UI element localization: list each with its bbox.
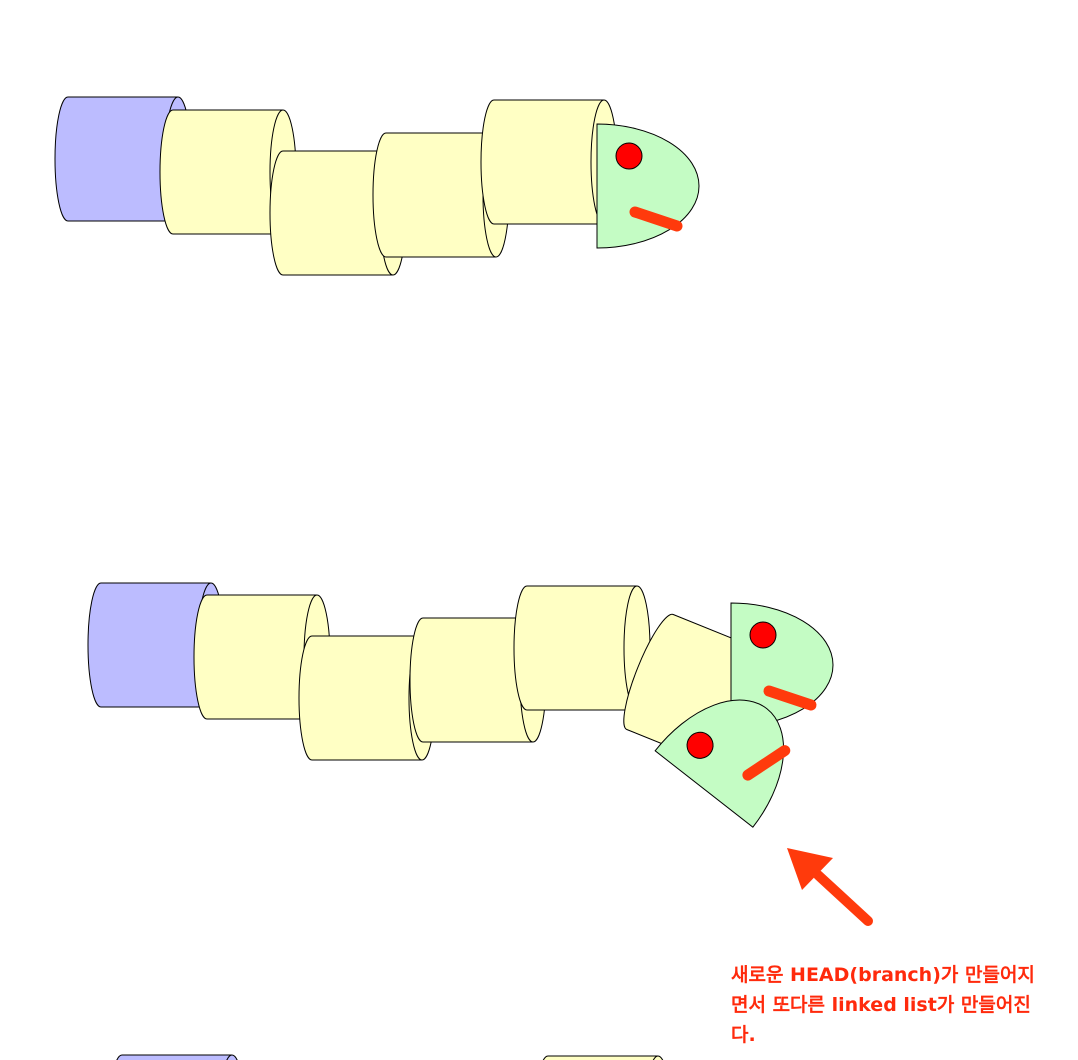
body-segment [534,1055,672,1060]
linked-list-2 [87,582,833,827]
linked-list-3 [116,1054,672,1060]
head-node [597,124,699,248]
callout-line-2: 면서 또다른 linked list가 만들어진 [731,994,1031,1016]
callout-line-1: 새로운 HEAD(branch)가 만들어지 [731,964,1035,986]
tail-segment [116,1054,238,1060]
linked-list-1 [54,96,699,276]
callout-arrow [787,848,873,926]
callout-line-3: 다. [731,1024,756,1046]
callout-text: 새로운 HEAD(branch)가 만들어지 면서 또다른 linked lis… [731,960,1071,1050]
